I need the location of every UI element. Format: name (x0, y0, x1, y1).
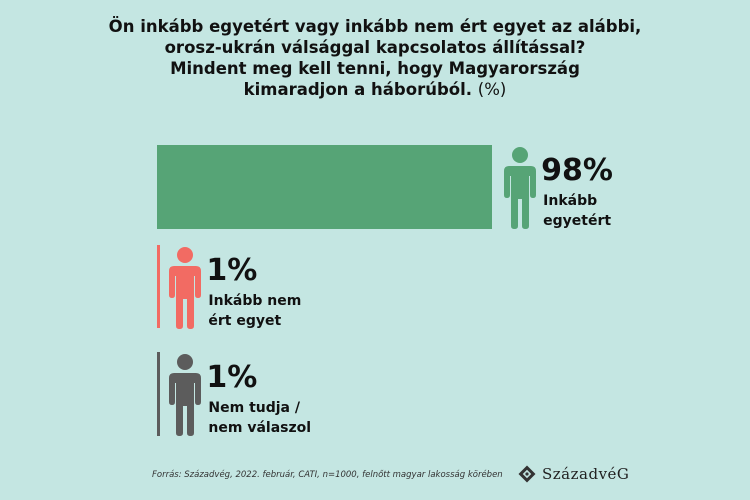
logo-diamond-icon (518, 465, 536, 483)
logo: SzázadvéG (518, 465, 629, 483)
person-icon (168, 247, 202, 329)
bar-1 (157, 245, 161, 328)
title-line: Ön inkább egyetért vagy inkább nem ért e… (108, 17, 642, 36)
source-note: Forrás: Századvég, 2022. február, CATI, … (152, 470, 503, 480)
value-label: 1% (206, 253, 258, 288)
bar-2 (157, 352, 161, 436)
value-label: 98% (541, 153, 613, 188)
category-label: Inkább egyetért (543, 193, 612, 229)
category-label: Nem tudja / nem válaszol (208, 400, 312, 436)
logo-text: SzázadvéG (542, 465, 630, 483)
bar-0 (157, 145, 493, 229)
title-line: Mindent meg kell tenni, hogy Magyarorszá… (170, 59, 580, 78)
title-line: kimaradjon a háborúból. (243, 80, 473, 99)
person-icon (168, 354, 202, 436)
unit-label: (%) (477, 80, 507, 99)
category-label: Inkább nem ért egyet (208, 293, 302, 329)
title-line: orosz-ukrán válsággal kapcsolatos állítá… (164, 38, 586, 57)
chart-title: Ön inkább egyetért vagy inkább nem ért e… (0, 16, 750, 100)
person-icon (503, 147, 537, 229)
value-label: 1% (206, 360, 258, 395)
